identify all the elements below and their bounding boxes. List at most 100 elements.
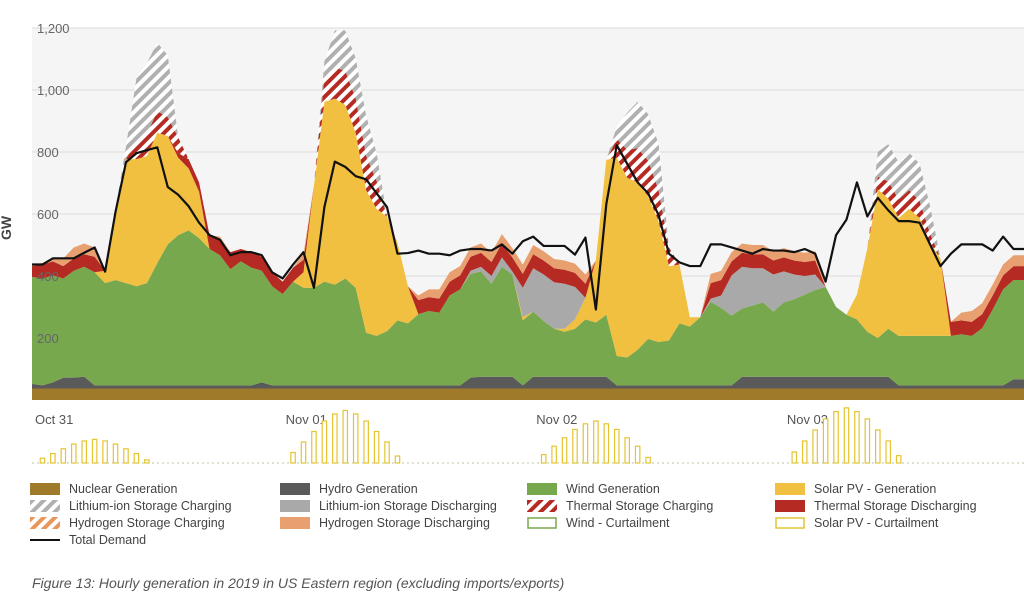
solar-curtailment-bar — [81, 440, 88, 464]
solar-curtailment-bar — [582, 423, 589, 464]
generation-chart: 200 400 600 800 1,000 1,200 GW Oct 31 Nov 01 No… — [0, 21, 1024, 464]
solar-curtailment-bar — [342, 409, 349, 464]
area-wind-generation — [32, 230, 1024, 386]
legend-swatch — [30, 482, 60, 495]
area-lithium-ion-storage-discharging — [32, 98, 1024, 336]
solar-curtailment-bar — [885, 440, 892, 464]
legend-label: Lithium-ion Storage Discharging — [319, 498, 497, 513]
solar-curtailment-bar — [384, 441, 390, 464]
legend-item-thermal-storage-discharging: Thermal Storage Discharging — [775, 497, 977, 514]
solar-curtailment-bar — [801, 440, 808, 464]
solar-curtailment-bar — [593, 420, 599, 464]
solar-curtailment-bar — [50, 452, 56, 464]
area-nuclear-generation — [32, 388, 1024, 400]
x-tick-label: Nov 03 — [787, 412, 828, 427]
legend-swatch — [775, 499, 805, 512]
legend-label: Hydrogen Storage Charging — [69, 515, 225, 530]
legend-swatch — [280, 482, 310, 495]
y-tick-label: 800 — [37, 145, 59, 160]
solar-curtailment-bar — [363, 420, 369, 464]
legend-label: Thermal Storage Charging — [566, 498, 714, 513]
solar-curtailment-bar — [102, 440, 108, 464]
legend-item-solar-pv-generation: Solar PV - Generation — [775, 480, 936, 497]
legend-swatch — [280, 499, 310, 512]
legend-item-lithium-ion-storage-discharging: Lithium-ion Storage Discharging — [280, 497, 497, 514]
figure-caption: Figure 13: Hourly generation in 2019 in … — [32, 575, 565, 591]
legend-swatch — [527, 516, 557, 529]
solar-curtailment-bar — [91, 438, 98, 464]
solar-curtailment-bar — [634, 445, 641, 464]
solar-curtailment-bar — [290, 451, 296, 464]
solar-curtailment-bar — [373, 430, 380, 464]
solar-curtailment-bar — [895, 455, 902, 464]
legend-item-hydrogen-storage-charging: Hydrogen Storage Charging — [30, 514, 225, 531]
legend-swatch — [280, 516, 310, 529]
legend-swatch — [775, 516, 805, 529]
y-tick-label: 1,200 — [37, 21, 70, 36]
legend-item-lithium-ion-storage-charging: Lithium-ion Storage Charging — [30, 497, 232, 514]
legend-label: Total Demand — [69, 532, 147, 547]
chart-legend: Nuclear Generation Hydro Generation Wind G… — [30, 480, 1020, 550]
y-tick-label: 400 — [37, 269, 59, 284]
total-demand-line — [32, 144, 1024, 311]
legend-swatch — [527, 482, 557, 495]
solar-curtailment-bar — [394, 455, 401, 464]
solar-curtailment-bar — [112, 443, 119, 464]
legend-item-thermal-storage-charging: Thermal Storage Charging — [527, 497, 713, 514]
legend-item-hydro-generation: Hydro Generation — [280, 480, 418, 497]
legend-swatch — [775, 482, 805, 495]
legend-item-wind-generation: Wind Generation — [527, 480, 660, 497]
stacked-areas — [32, 30, 1024, 400]
solar-curtailment-bar — [812, 429, 818, 464]
legend-item-nuclear-generation: Nuclear Generation — [30, 480, 177, 497]
legend-item-hydrogen-storage-discharging: Hydrogen Storage Discharging — [280, 514, 490, 531]
solar-curtailment-bar — [645, 456, 651, 464]
y-tick-label: 600 — [37, 207, 59, 222]
solar-curtailment-bar — [854, 410, 860, 464]
solar-curtailment-bar — [39, 457, 46, 464]
solar-curtailment-bar — [123, 448, 129, 464]
y-axis-ticks: 200 400 600 800 1,000 1,200 — [37, 21, 70, 346]
solar-curtailment-bar — [822, 418, 829, 464]
solar-curtailment-bar — [624, 437, 631, 464]
legend-item-solar-pv-curtailment: Solar PV - Curtailment — [775, 514, 938, 531]
solar-curtailment-bar — [321, 420, 328, 464]
area-solar-pv-generation — [32, 98, 1024, 358]
solar-curtailment-bar — [843, 407, 850, 464]
solar-curtailment-bar — [864, 418, 871, 464]
legend-swatch — [30, 499, 60, 512]
y-tick-label: 200 — [37, 331, 59, 346]
x-tick-label: Nov 01 — [286, 412, 327, 427]
solar-curtailment-bar — [300, 441, 307, 464]
solar-curtailment-bar — [352, 413, 359, 464]
solar-curtailment-bar — [144, 459, 150, 464]
legend-label: Hydro Generation — [319, 481, 418, 496]
solar-curtailment-bar — [60, 448, 67, 464]
y-tick-label: 1,000 — [37, 83, 70, 98]
legend-swatch — [30, 534, 60, 546]
solar-curtailment-bar — [791, 451, 798, 464]
solar-curtailment-bar — [833, 410, 839, 464]
legend-item-total-demand: Total Demand — [30, 531, 146, 548]
legend-label: Thermal Storage Discharging — [814, 498, 977, 513]
solar-curtailment-bar — [551, 445, 557, 464]
solar-curtailment-bar — [133, 452, 140, 464]
x-tick-label: Oct 31 — [35, 412, 73, 427]
x-axis-ticks: Oct 31 Nov 01 Nov 02 Nov 03 — [35, 412, 828, 427]
legend-item-wind-curtailment: Wind - Curtailment — [527, 514, 670, 531]
solar-curtailment-bar — [561, 437, 568, 464]
legend-label: Lithium-ion Storage Charging — [69, 498, 232, 513]
legend-label: Wind Generation — [566, 481, 660, 496]
legend-swatch — [527, 499, 557, 512]
legend-label: Hydrogen Storage Discharging — [319, 515, 490, 530]
area-hydro-generation — [32, 376, 1024, 389]
solar-curtailment-bar — [875, 429, 881, 464]
legend-swatch — [30, 516, 60, 529]
legend-label: Wind - Curtailment — [566, 515, 670, 530]
legend-label: Nuclear Generation — [69, 481, 178, 496]
solar-curtailment-bar — [540, 454, 547, 464]
legend-label: Solar PV - Generation — [814, 481, 937, 496]
solar-curtailment-bar — [332, 413, 338, 464]
y-axis-label: GW — [0, 215, 14, 240]
total-demand-layer — [32, 144, 1024, 311]
